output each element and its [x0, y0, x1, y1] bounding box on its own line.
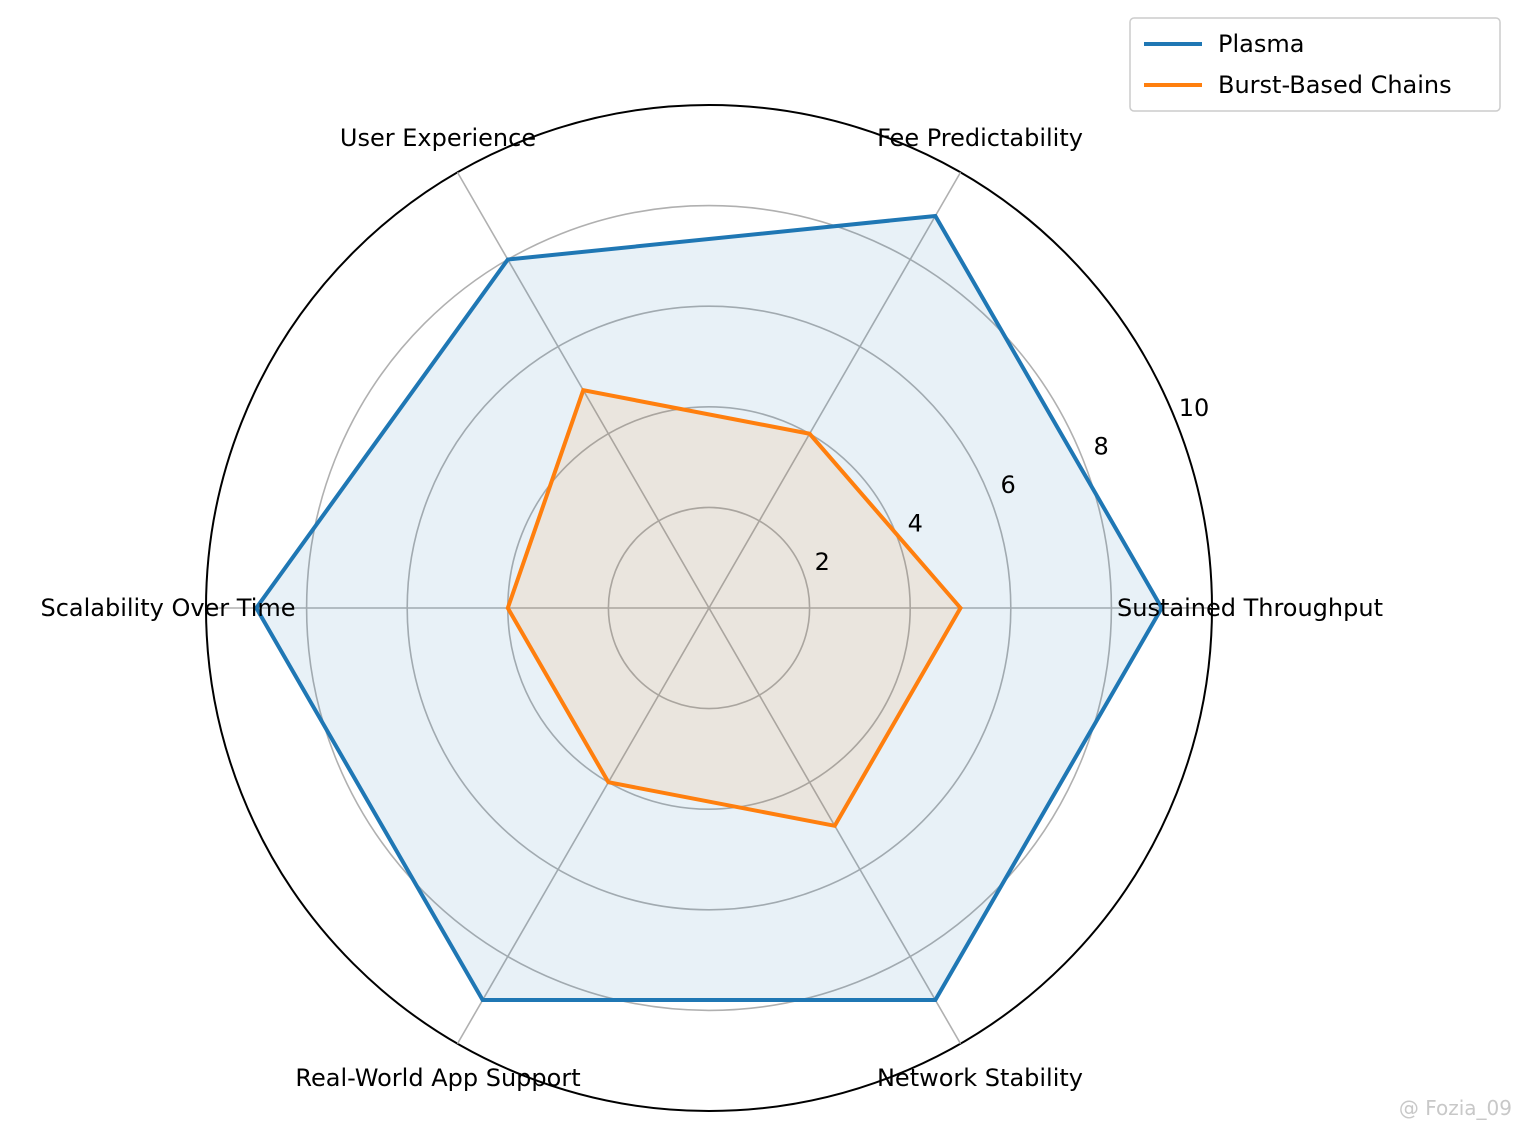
watermark: @ Fozia_09: [1399, 1096, 1512, 1120]
category-label: Scalability Over Time: [40, 594, 295, 622]
legend: Plasma Burst-Based Chains: [1129, 17, 1501, 112]
radial-tick-label: 4: [908, 510, 923, 538]
category-label: User Experience: [340, 124, 536, 152]
legend-frame: [1129, 17, 1501, 112]
category-labels: Sustained Throughput Fee Predictability Us…: [40, 124, 1383, 1092]
category-label: Network Stability: [877, 1064, 1083, 1092]
series-fill: [507, 390, 961, 826]
grid-spoke: [708, 171, 962, 609]
grid-spoke: [456, 607, 710, 1045]
radial-tick-label: 6: [1001, 471, 1016, 499]
series-line: [505, 387, 963, 829]
category-label: Fee Predictability: [877, 124, 1083, 152]
series-fill: [256, 215, 1162, 1001]
grid: [205, 104, 1213, 1112]
legend-label-burst: Burst-Based Chains: [1218, 71, 1452, 99]
radial-tick-label: 2: [815, 548, 830, 576]
series-layer: [253, 213, 1165, 1003]
category-label: Sustained Throughput: [1117, 594, 1383, 622]
legend-label-plasma: Plasma: [1218, 30, 1304, 58]
series-line: [253, 213, 1165, 1003]
radial-tick-labels: 2 4 6 8 10: [815, 394, 1210, 576]
radial-tick-label: 8: [1093, 433, 1108, 461]
category-label: Real-World App Support: [295, 1064, 580, 1092]
radial-tick-label: 10: [1179, 394, 1210, 422]
